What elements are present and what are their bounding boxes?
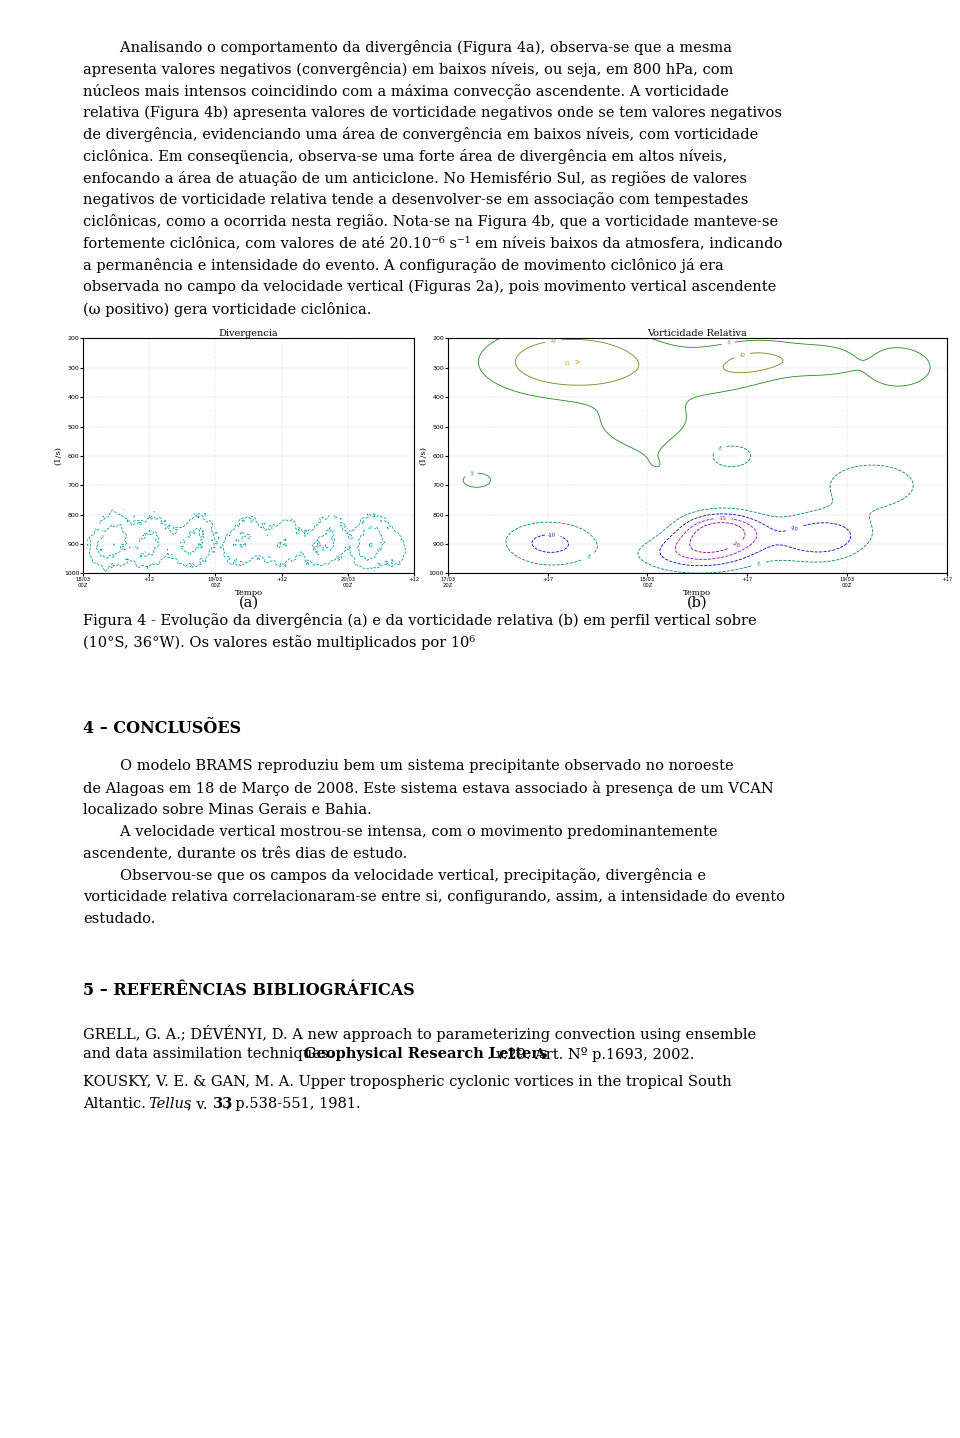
Text: a permanência e intensidade do evento. A configuração de movimento ciclônico já : a permanência e intensidade do evento. A… bbox=[83, 257, 724, 273]
Text: 15: 15 bbox=[565, 360, 570, 365]
Text: KOUSKY, V. E. & GAN, M. A. Upper tropospheric cyclonic vortices in the tropical : KOUSKY, V. E. & GAN, M. A. Upper troposp… bbox=[83, 1076, 732, 1090]
Text: Altantic.: Altantic. bbox=[83, 1097, 151, 1112]
X-axis label: Tempo: Tempo bbox=[684, 590, 711, 597]
Text: observada no campo da velocidade vertical (Figuras 2a), pois movimento vertical : observada no campo da velocidade vertica… bbox=[83, 280, 777, 295]
Text: Geophysical Research Letters: Geophysical Research Letters bbox=[304, 1047, 548, 1061]
Text: -5: -5 bbox=[756, 561, 761, 567]
Text: GRELL, G. A.; DÉVÉNYI, D. A new approach to parameterizing convection using ense: GRELL, G. A.; DÉVÉNYI, D. A new approach… bbox=[83, 1025, 756, 1043]
Text: 4 – CONCLUSÕES: 4 – CONCLUSÕES bbox=[83, 720, 241, 738]
Text: -2: -2 bbox=[181, 538, 189, 545]
Text: negativos de vorticidade relativa tende a desenvolver-se em associação com tempe: negativos de vorticidade relativa tende … bbox=[83, 193, 749, 207]
Text: O modelo BRAMS reproduziu bem um sistema precipitante observado no noroeste: O modelo BRAMS reproduziu bem um sistema… bbox=[83, 759, 733, 774]
Text: de divergência, evidenciando uma área de convergência em baixos níveis, com vort: de divergência, evidenciando uma área de… bbox=[83, 127, 758, 142]
Text: 5: 5 bbox=[469, 470, 473, 476]
Text: -1: -1 bbox=[333, 513, 340, 519]
Text: , v.: , v. bbox=[187, 1097, 207, 1112]
Text: fortemente ciclônica, com valores de até 20.10⁻⁶ s⁻¹ em níveis baixos da atmosfe: fortemente ciclônica, com valores de até… bbox=[83, 236, 782, 250]
Text: (b): (b) bbox=[687, 595, 708, 610]
Text: Analisando o comportamento da divergência (Figura 4a), observa-se que a mesma: Analisando o comportamento da divergênci… bbox=[83, 40, 732, 55]
Text: vorticidade relativa correlacionaram-se entre si, configurando, assim, a intensi: vorticidade relativa correlacionaram-se … bbox=[83, 890, 785, 905]
Text: de Alagoas em 18 de Março de 2008. Este sistema estava associado à presença de u: de Alagoas em 18 de Março de 2008. Este … bbox=[83, 781, 774, 797]
Text: -2: -2 bbox=[321, 546, 325, 552]
Text: Observou-se que os campos da velocidade vertical, precipitação, divergência e: Observou-se que os campos da velocidade … bbox=[83, 869, 706, 883]
Text: -5: -5 bbox=[716, 446, 723, 452]
Text: núcleos mais intensos coincidindo com a máxima convecção ascendente. A vorticida: núcleos mais intensos coincidindo com a … bbox=[83, 83, 729, 99]
Text: (10°S, 36°W). Os valores estão multiplicados por 10⁶: (10°S, 36°W). Os valores estão multiplic… bbox=[83, 636, 475, 650]
Text: . v.29. Art. Nº p.1693, 2002.: . v.29. Art. Nº p.1693, 2002. bbox=[487, 1047, 694, 1063]
Text: enfocando a área de atuação de um anticiclone. No Hemisfério Sul, as regiões de : enfocando a área de atuação de um antici… bbox=[83, 171, 747, 186]
Text: -10: -10 bbox=[790, 525, 799, 532]
Text: -5: -5 bbox=[585, 554, 591, 561]
Text: -1: -1 bbox=[96, 526, 101, 531]
Text: -20: -20 bbox=[732, 541, 740, 549]
Text: 10: 10 bbox=[738, 352, 746, 358]
Text: (ω positivo) gera vorticidade ciclônica.: (ω positivo) gera vorticidade ciclônica. bbox=[83, 302, 372, 316]
Text: -2: -2 bbox=[245, 535, 252, 541]
Text: (a): (a) bbox=[238, 595, 258, 610]
Text: Tellus: Tellus bbox=[148, 1097, 191, 1112]
Text: -2: -2 bbox=[367, 525, 373, 532]
Y-axis label: (1/s): (1/s) bbox=[55, 446, 62, 466]
Text: localizado sobre Minas Gerais e Bahia.: localizado sobre Minas Gerais e Bahia. bbox=[83, 802, 372, 817]
Text: ascendente, durante os três dias de estudo.: ascendente, durante os três dias de estu… bbox=[83, 847, 407, 860]
Text: apresenta valores negativos (convergência) em baixos níveis, ou seja, em 800 hPa: apresenta valores negativos (convergênci… bbox=[83, 62, 733, 76]
Text: -2: -2 bbox=[134, 544, 141, 551]
Text: Figura 4 - Evolução da divergência (a) e da vorticidade relativa (b) em perfil v: Figura 4 - Evolução da divergência (a) e… bbox=[83, 614, 756, 628]
Text: 10: 10 bbox=[550, 338, 557, 344]
Text: estudado.: estudado. bbox=[83, 912, 156, 926]
Text: 33: 33 bbox=[213, 1097, 233, 1112]
Text: ciclônicas, como a ocorrida nesta região. Nota-se na Figura 4b, que a vorticidad: ciclônicas, como a ocorrida nesta região… bbox=[83, 214, 779, 230]
Text: 5: 5 bbox=[726, 341, 731, 347]
Text: -2: -2 bbox=[98, 535, 105, 541]
Text: -15: -15 bbox=[718, 516, 727, 521]
Text: , p.538-551, 1981.: , p.538-551, 1981. bbox=[227, 1097, 361, 1112]
Text: -10: -10 bbox=[547, 532, 556, 538]
Text: ciclônica. Em conseqüencia, observa-se uma forte área de divergência em altos ní: ciclônica. Em conseqüencia, observa-se u… bbox=[83, 150, 728, 164]
X-axis label: Tempo: Tempo bbox=[234, 590, 263, 597]
Title: Vorticidade Relativa: Vorticidade Relativa bbox=[648, 329, 747, 338]
Title: Divergencia: Divergencia bbox=[219, 329, 278, 338]
Text: and data assimilation techniques.: and data assimilation techniques. bbox=[83, 1047, 338, 1061]
Text: 5 – REFERÊNCIAS BIBLIOGRÁFICAS: 5 – REFERÊNCIAS BIBLIOGRÁFICAS bbox=[83, 982, 415, 998]
Text: A velocidade vertical mostrou-se intensa, com o movimento predominantemente: A velocidade vertical mostrou-se intensa… bbox=[83, 824, 717, 838]
Y-axis label: (1/s): (1/s) bbox=[420, 446, 427, 466]
Text: relativa (Figura 4b) apresenta valores de vorticidade negativos onde se tem valo: relativa (Figura 4b) apresenta valores d… bbox=[83, 105, 782, 119]
